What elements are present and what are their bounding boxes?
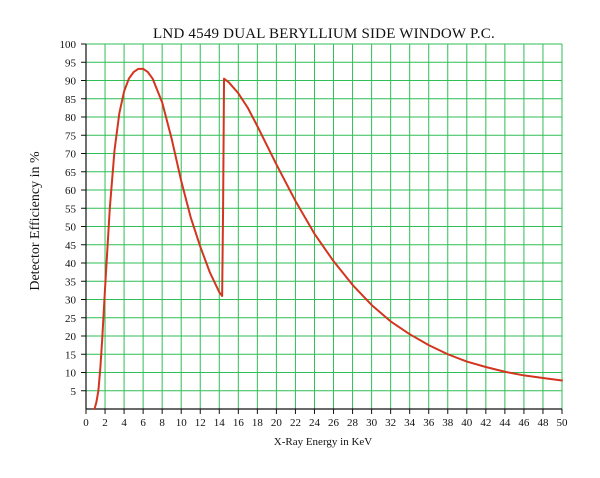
y-tick-label: 75 bbox=[65, 130, 77, 142]
y-tick-label: 10 bbox=[65, 368, 77, 380]
x-tick-label: 20 bbox=[271, 417, 283, 429]
x-tick-label: 0 bbox=[83, 417, 89, 429]
x-tick-label: 24 bbox=[309, 417, 321, 429]
x-tick-label: 38 bbox=[442, 417, 454, 429]
y-tick-label: 20 bbox=[65, 331, 77, 343]
x-axis-title: X-Ray Energy in KeV bbox=[274, 436, 373, 448]
x-tick-label: 6 bbox=[140, 417, 146, 429]
x-tick-label: 26 bbox=[328, 417, 340, 429]
y-tick-label: 50 bbox=[65, 222, 77, 234]
x-tick-label: 4 bbox=[121, 417, 127, 429]
y-tick-label: 35 bbox=[65, 276, 77, 288]
y-tick-label: 85 bbox=[65, 94, 77, 106]
y-tick-label: 15 bbox=[65, 349, 77, 361]
x-tick-label: 16 bbox=[233, 417, 245, 429]
y-tick-label: 70 bbox=[65, 149, 77, 161]
x-tick-label: 22 bbox=[290, 417, 301, 429]
x-tick-label: 18 bbox=[252, 417, 264, 429]
x-tick-label: 8 bbox=[159, 417, 165, 429]
x-tick-label: 32 bbox=[385, 417, 396, 429]
x-tick-label: 30 bbox=[366, 417, 378, 429]
y-tick-label: 25 bbox=[65, 313, 77, 325]
x-tick-label: 34 bbox=[404, 417, 416, 429]
y-tick-label: 65 bbox=[65, 167, 77, 179]
x-tick-label: 10 bbox=[176, 417, 188, 429]
y-tick-label: 100 bbox=[60, 39, 77, 51]
y-tick-label: 45 bbox=[65, 240, 77, 252]
x-tick-label: 46 bbox=[518, 417, 530, 429]
x-tick-label: 36 bbox=[423, 417, 435, 429]
y-tick-label: 30 bbox=[65, 295, 77, 307]
y-tick-label: 95 bbox=[65, 57, 77, 69]
x-tick-label: 2 bbox=[102, 417, 108, 429]
y-tick-label: 80 bbox=[65, 112, 77, 124]
grid-lines bbox=[86, 43, 563, 409]
x-tick-label: 12 bbox=[195, 417, 206, 429]
series-layer bbox=[93, 67, 563, 410]
chart-title: LND 4549 DUAL BERYLLIUM SIDE WINDOW P.C. bbox=[153, 26, 495, 42]
x-tick-label: 50 bbox=[557, 417, 569, 429]
x-tick-label: 40 bbox=[461, 417, 473, 429]
x-tick-label: 44 bbox=[499, 417, 511, 429]
y-axis-title: Detector Efficiency in % bbox=[28, 151, 43, 291]
x-tick-label: 42 bbox=[480, 417, 491, 429]
x-tick-label: 14 bbox=[214, 417, 226, 429]
efficiency-curve-segment-1 bbox=[93, 67, 224, 410]
y-tick-label: 55 bbox=[65, 203, 77, 215]
axes bbox=[81, 43, 563, 414]
y-tick-label: 90 bbox=[65, 76, 77, 88]
y-tick-label: 40 bbox=[65, 258, 77, 270]
tick-labels: 0 2 4 6 8 10 12 14 16 18 20 22 24 26 28 30 32 34 36 38 40 42 4… bbox=[60, 39, 569, 429]
efficiency-curve-segment-2 bbox=[221, 77, 563, 382]
x-tick-label: 48 bbox=[537, 417, 549, 429]
y-tick-label: 5 bbox=[71, 386, 77, 398]
x-tick-label: 28 bbox=[347, 417, 359, 429]
y-tick-label: 60 bbox=[65, 185, 77, 197]
